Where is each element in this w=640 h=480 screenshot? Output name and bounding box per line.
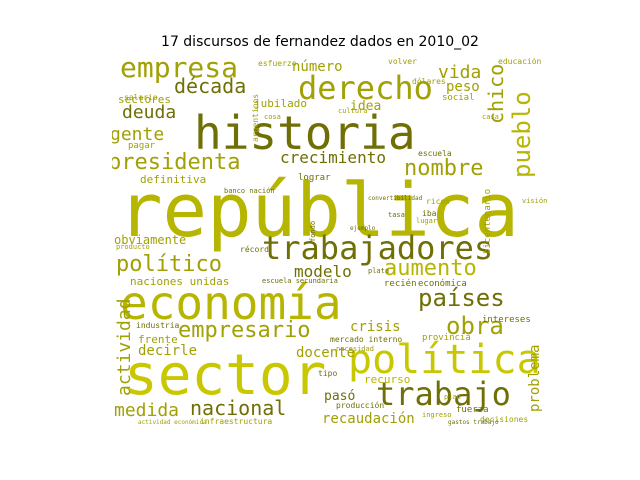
word-bicentenario: bicentenario xyxy=(483,188,493,254)
word-sector: sector xyxy=(124,343,327,408)
word-dolares: dólares xyxy=(412,77,446,86)
word-casa: casa xyxy=(482,113,499,121)
word-jubilado: jubilado xyxy=(254,97,307,110)
word-necesidad: necesidad xyxy=(336,345,374,353)
word-frente: frente xyxy=(138,333,178,346)
word-lugar: lugar xyxy=(416,217,438,225)
word-tasa: tasa xyxy=(388,211,405,219)
word-argentinos: argentinos xyxy=(251,93,260,142)
word-idea: idea xyxy=(350,99,382,114)
word-salario: salario xyxy=(124,93,158,102)
word-ricos: ricos xyxy=(426,197,451,206)
word-tipo: tipo xyxy=(318,369,338,378)
word-fondo: fondo xyxy=(309,220,317,242)
word-trabajo: trabajo xyxy=(376,375,511,413)
word-decada: década xyxy=(174,74,247,98)
word-decisiones: decisiones xyxy=(480,415,529,424)
word-aumento: aumento xyxy=(384,256,477,281)
word-modelo: modelo xyxy=(294,262,352,281)
word-obviamente: obviamente xyxy=(114,233,187,247)
word-intereses: intereses xyxy=(482,315,531,325)
word-mercado-interno: mercado interno xyxy=(330,335,403,344)
word-derecho: derecho xyxy=(298,69,433,107)
word-definitiva: definitiva xyxy=(140,173,207,186)
word-vision: visión xyxy=(522,197,548,205)
word-pagar: pagar xyxy=(128,141,156,151)
word-banco-nacion: banco nación xyxy=(224,187,275,195)
word-nacional: nacional xyxy=(190,396,287,420)
word-medida: medida xyxy=(114,400,180,421)
word-empresa: empresa xyxy=(120,58,239,84)
word-decirle: decirle xyxy=(138,343,198,359)
word-problema: problema xyxy=(527,344,543,412)
word-industria: industria xyxy=(136,321,180,330)
word-fuerza: fuerza xyxy=(456,405,489,415)
word-obra: obra xyxy=(446,312,504,340)
word-recurso: recurso xyxy=(364,373,411,386)
word-convertibilidad: convertibilidad xyxy=(368,195,423,202)
word-presidenta: presidenta xyxy=(112,150,241,175)
word-docente: docente xyxy=(296,345,356,361)
word-politico: político xyxy=(116,252,222,277)
word-economica: económica xyxy=(418,279,467,289)
word-deuda: deuda xyxy=(122,102,177,123)
word-recien: recién xyxy=(384,279,417,289)
word-empresario: empresario xyxy=(178,318,311,343)
word-republica: república xyxy=(118,168,519,254)
word-numero: número xyxy=(292,59,343,75)
word-educacion: educación xyxy=(498,58,542,66)
word-paises: países xyxy=(418,284,505,312)
word-recaudacion: recaudación xyxy=(322,411,415,427)
word-gente: gente xyxy=(112,124,165,145)
word-cloud: república economía sector historia polít… xyxy=(112,58,552,430)
word-producto: producto xyxy=(116,243,150,251)
word-esfuerzo: esfuerzo xyxy=(258,59,297,68)
word-social: social xyxy=(442,93,475,103)
word-gastos-trabajo: gastos trabajo xyxy=(448,419,499,426)
word-plata: plata xyxy=(368,267,390,275)
word-record: récord xyxy=(240,245,269,254)
word-volver: volver xyxy=(388,58,417,66)
chart-title: 17 discursos de fernandez dados en 2010_… xyxy=(161,34,479,50)
word-historia: historia xyxy=(194,106,416,160)
word-ingreso: ingreso xyxy=(422,411,452,419)
word-iba: iba xyxy=(422,209,437,218)
word-politica: política xyxy=(348,337,541,383)
word-naciones-unidas: naciones unidas xyxy=(130,275,230,288)
word-ejemplo: ejemplo xyxy=(350,225,376,232)
word-pueblo: pueblo xyxy=(508,91,536,178)
word-cultura: cultura xyxy=(338,107,368,115)
word-provincia: provincia xyxy=(422,333,471,343)
word-plan: plan xyxy=(444,393,461,401)
word-infraestructura: infraestructura xyxy=(200,417,273,426)
word-paso: pasó xyxy=(324,389,356,404)
word-escuela-secundaria: escuela secundaria xyxy=(262,277,338,285)
word-trabajadores: trabajadores xyxy=(262,229,494,267)
word-actividad-economica: actividad económica xyxy=(138,419,207,426)
word-crisis: crisis xyxy=(350,319,401,335)
word-cosa: cosa xyxy=(264,113,281,121)
word-peso: peso xyxy=(446,79,480,95)
word-escuela: escuela xyxy=(418,149,452,158)
word-economia: economía xyxy=(120,276,342,330)
word-sectores: sectores xyxy=(118,93,171,106)
word-vida: vida xyxy=(438,62,482,83)
word-crecimiento: crecimiento xyxy=(280,148,386,167)
word-actividad: actividad xyxy=(114,298,135,396)
word-lograr: lograr xyxy=(298,173,331,183)
word-nombre: nombre xyxy=(404,156,484,181)
word-produccion: producción xyxy=(336,401,385,410)
